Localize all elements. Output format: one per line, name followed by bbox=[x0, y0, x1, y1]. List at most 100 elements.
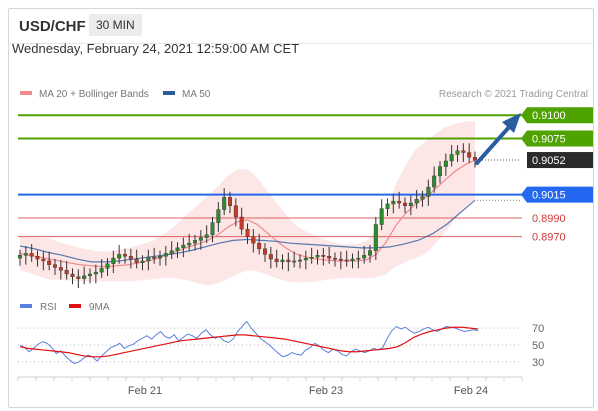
ma9-legend-label: 9MA bbox=[89, 302, 110, 313]
resistance-level-label: 0.9100 bbox=[532, 110, 566, 122]
ma20-legend-swatch bbox=[20, 91, 32, 95]
candle-body bbox=[362, 255, 367, 259]
candle-body bbox=[338, 258, 343, 261]
chart-datetime: Wednesday, February 24, 2021 12:59:00 AM… bbox=[12, 41, 300, 56]
candle-body bbox=[87, 273, 92, 277]
candle-body bbox=[222, 197, 227, 210]
resistance-level-label: 0.9075 bbox=[532, 134, 566, 146]
candle-body bbox=[461, 150, 466, 153]
candle-body bbox=[385, 203, 390, 209]
candle-body bbox=[443, 160, 448, 167]
candle-body bbox=[274, 258, 279, 263]
candle-body bbox=[473, 157, 478, 161]
candle-body bbox=[163, 253, 168, 257]
candle-body bbox=[111, 257, 116, 264]
current-price-label: 0.9052 bbox=[532, 155, 566, 167]
candle-body bbox=[152, 256, 157, 259]
ma50-legend-swatch bbox=[163, 91, 175, 95]
price-levels: 0.9100 0.9075 0.9052 0.9015 0.8990 0.8970 bbox=[18, 107, 593, 244]
candle-body bbox=[169, 250, 174, 254]
candle-body bbox=[268, 254, 273, 260]
candle-body bbox=[41, 258, 46, 262]
candle-body bbox=[263, 248, 268, 255]
trend-arrow-icon bbox=[502, 113, 521, 133]
candle-body bbox=[210, 222, 215, 235]
candle-body bbox=[175, 247, 180, 251]
x-tick-label: Feb 23 bbox=[309, 385, 343, 397]
ma9-legend-swatch bbox=[69, 304, 81, 308]
candle-body bbox=[286, 259, 291, 263]
ma50-legend-label: MA 50 bbox=[182, 89, 211, 100]
candle-body bbox=[198, 237, 203, 241]
resistance-level-tag bbox=[521, 130, 593, 147]
x-tick-label: Feb 24 bbox=[454, 385, 488, 397]
candle-body bbox=[157, 256, 162, 259]
timeframe-badge[interactable]: 30 MIN bbox=[89, 14, 142, 36]
ma20-legend-label: MA 20 + Bollinger Bands bbox=[39, 89, 149, 100]
candle-body bbox=[426, 186, 431, 197]
support-level-label: 0.8990 bbox=[532, 213, 566, 225]
candle-body bbox=[309, 256, 314, 259]
symbol-title: USD/CHF bbox=[19, 18, 86, 35]
candle-body bbox=[251, 236, 256, 244]
candle-body bbox=[344, 259, 349, 262]
x-axis-ticks: Feb 21 Feb 23 Feb 24 bbox=[17, 377, 523, 397]
rsi-line bbox=[19, 320, 479, 365]
candle-body bbox=[122, 254, 127, 257]
resistance-level-tag bbox=[521, 107, 593, 124]
candle-body bbox=[64, 270, 69, 275]
candle-body bbox=[204, 234, 209, 238]
candle-body bbox=[35, 256, 40, 260]
candle-body bbox=[93, 271, 98, 275]
trend-arrow-shaft bbox=[475, 124, 512, 165]
candle-body bbox=[117, 254, 122, 259]
candle-body bbox=[18, 255, 23, 259]
candle-body bbox=[99, 268, 104, 273]
candle-body bbox=[140, 260, 145, 263]
candle-body bbox=[420, 196, 425, 200]
candle-body bbox=[292, 260, 297, 263]
candle-body bbox=[146, 256, 151, 262]
candle-body bbox=[403, 202, 408, 207]
rsi-tick-label: 30 bbox=[532, 357, 544, 369]
candle-body bbox=[327, 256, 332, 259]
candle-body bbox=[333, 257, 338, 260]
chart-card: USD/CHF 30 MIN bbox=[8, 8, 594, 408]
candle-body bbox=[356, 257, 361, 260]
candle-body bbox=[391, 200, 396, 205]
candle-body bbox=[303, 257, 308, 261]
candle-body bbox=[257, 242, 262, 249]
current-price-tag bbox=[527, 152, 593, 169]
candle-body bbox=[449, 154, 454, 162]
candle-body bbox=[467, 152, 472, 158]
candle-body bbox=[397, 200, 402, 204]
bollinger-band-area bbox=[20, 120, 475, 286]
candle-body bbox=[53, 264, 58, 268]
rsi-ma-line bbox=[19, 326, 479, 358]
candle-body bbox=[455, 150, 460, 155]
candle-body bbox=[350, 258, 355, 262]
candle-body bbox=[128, 256, 133, 260]
candle-body bbox=[29, 253, 34, 257]
x-tick-label: Feb 21 bbox=[128, 385, 162, 397]
candle-body bbox=[438, 166, 443, 177]
candlesticks bbox=[18, 143, 478, 288]
candle-body bbox=[58, 267, 63, 271]
candle-body bbox=[216, 209, 221, 223]
candle-body bbox=[245, 228, 250, 237]
candle-body bbox=[408, 202, 413, 207]
candle-body bbox=[47, 260, 52, 265]
research-credit: Research © 2021 Trading Central bbox=[439, 89, 588, 100]
bollinger-bands bbox=[20, 120, 475, 286]
candle-body bbox=[70, 273, 75, 277]
candle-body bbox=[181, 244, 186, 249]
candle-body bbox=[239, 216, 244, 230]
rsi-legend-label: RSI bbox=[40, 302, 57, 313]
rsi-legend-swatch bbox=[20, 304, 32, 308]
rsi-panel: 70 50 30 bbox=[18, 320, 544, 369]
chart-header: USD/CHF 30 MIN bbox=[9, 9, 593, 44]
candle-body bbox=[187, 242, 192, 246]
candle-body bbox=[82, 275, 87, 279]
candle-body bbox=[23, 253, 28, 256]
